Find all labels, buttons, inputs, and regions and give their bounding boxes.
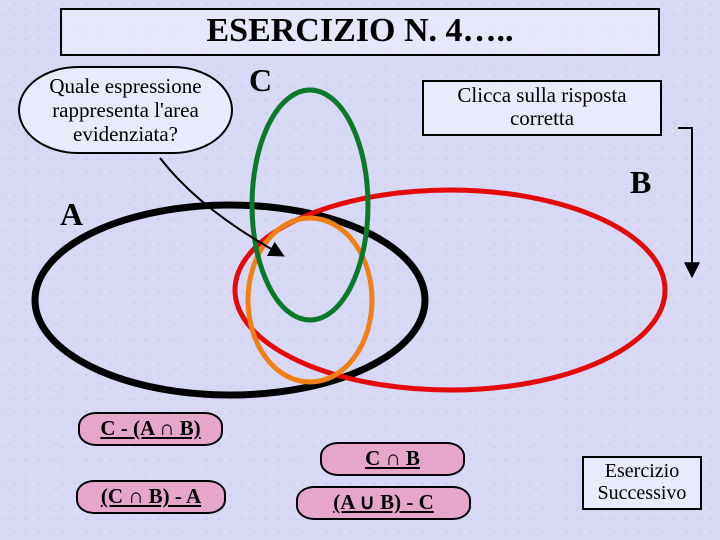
exercise-slide: ESERCIZIO N. 4….. Quale espressione rapp… (0, 0, 720, 540)
answer-option-1[interactable]: C - (A ∩ B) (78, 412, 223, 446)
next-line-1: Esercizio (605, 460, 679, 482)
question-prompt: Quale espressione rappresenta l'area evi… (18, 66, 233, 154)
instruction-line-2: corretta (510, 106, 574, 130)
arrow-instruction-to-b (678, 128, 692, 275)
ellipse-b (235, 190, 665, 390)
ellipse-highlight (248, 218, 372, 382)
next-exercise-button[interactable]: Esercizio Successivo (582, 456, 702, 510)
next-line-2: Successivo (598, 482, 687, 504)
set-label-a: A (60, 196, 83, 233)
instruction-box: Clicca sulla risposta corretta (422, 80, 662, 136)
arrow-question-to-region (160, 158, 282, 255)
ellipse-c (252, 90, 368, 320)
answer-option-4[interactable]: (A ∪ B) - C (296, 486, 471, 520)
exercise-title: ESERCIZIO N. 4….. (60, 8, 660, 56)
set-label-b: B (630, 164, 651, 201)
instruction-line-1: Clicca sulla risposta (457, 83, 626, 107)
question-line-2: rappresenta l'area (52, 98, 199, 122)
set-label-c: C (249, 62, 272, 99)
answer-option-2[interactable]: (C ∩ B) - A (76, 480, 226, 514)
ellipse-a (35, 205, 425, 395)
question-line-3: evidenziata? (73, 122, 178, 146)
question-line-1: Quale espressione (49, 74, 201, 98)
answer-option-3[interactable]: C ∩ B (320, 442, 465, 476)
